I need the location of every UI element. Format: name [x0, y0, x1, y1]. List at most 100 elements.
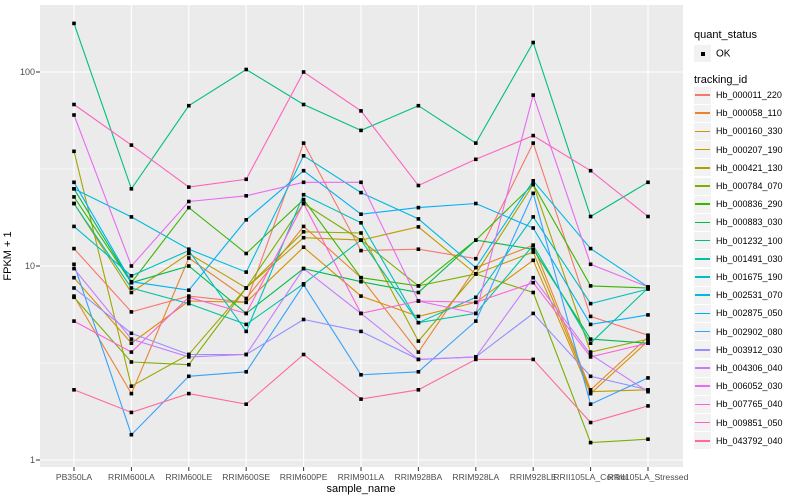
- data-point: [187, 352, 191, 357]
- data-point: [474, 295, 478, 300]
- data-point: [531, 311, 535, 316]
- x-tick-label: RRIM600PE: [279, 472, 328, 482]
- data-point: [646, 285, 650, 289]
- legend-key-Hb_001232_100: [694, 232, 711, 250]
- data-point: [531, 179, 535, 183]
- data-point: [129, 279, 134, 284]
- data-point: [588, 246, 593, 251]
- data-point: [588, 262, 593, 267]
- legend-label-Hb_000836_290: Hb_000836_290: [716, 199, 783, 210]
- data-point: [301, 70, 306, 74]
- data-point: [646, 180, 650, 185]
- legend-key-Hb_007765_040: [694, 395, 711, 413]
- data-point: [531, 191, 535, 196]
- data-point: [301, 102, 306, 107]
- data-point: [359, 212, 363, 216]
- data-point: [531, 250, 535, 254]
- data-point: [416, 217, 421, 221]
- data-point: [129, 286, 134, 290]
- data-point: [301, 245, 306, 249]
- legend-key-Hb_000058_110: [694, 104, 711, 122]
- legend-line-swatch: [695, 258, 710, 260]
- data-point: [72, 262, 76, 267]
- data-point: [359, 109, 363, 113]
- legend-line-swatch: [695, 403, 710, 406]
- legend-key-Hb_003912_030: [694, 341, 711, 359]
- legend-label-Hb_001232_100: Hb_001232_100: [716, 235, 783, 246]
- data-point: [359, 397, 363, 401]
- x-tick-label: RRII105LA_Control: [553, 472, 628, 482]
- legend-label-Hb_000207_190: Hb_000207_190: [716, 144, 783, 155]
- data-point: [187, 391, 191, 396]
- data-point: [646, 313, 650, 317]
- data-point: [244, 177, 248, 182]
- data-point: [416, 339, 421, 343]
- legend-label-Hb_001675_190: Hb_001675_190: [716, 272, 783, 282]
- data-point: [474, 265, 478, 270]
- data-point: [72, 201, 76, 206]
- data-point: [474, 357, 478, 362]
- y-tick-label: 10: [24, 261, 35, 271]
- legend-line-swatch: [695, 294, 710, 296]
- legend-line-swatch: [695, 148, 710, 151]
- data-point: [588, 322, 593, 327]
- legend-key-Hb_001675_190: [694, 268, 711, 286]
- legend-line-swatch: [695, 239, 710, 242]
- data-point: [359, 373, 363, 377]
- data-point: [588, 389, 593, 394]
- data-point: [244, 322, 248, 327]
- data-point: [588, 440, 593, 445]
- data-point: [359, 248, 363, 253]
- data-point: [531, 133, 535, 138]
- data-point: [588, 341, 593, 345]
- x-tick-label: RRIM928LA: [452, 472, 500, 482]
- data-point: [531, 93, 535, 97]
- data-point: [187, 301, 191, 306]
- data-point: [646, 339, 650, 343]
- data-point: [187, 251, 191, 256]
- legend-key-Hb_000883_030: [694, 213, 711, 231]
- legend-key-Hb_002902_080: [694, 323, 711, 341]
- data-point: [129, 432, 134, 437]
- legend-label-Hb_007765_040: Hb_007765_040: [716, 399, 783, 410]
- data-point: [416, 183, 421, 188]
- x-tick-label: RRII105LA_Stressed: [607, 472, 689, 482]
- data-point: [244, 286, 248, 290]
- data-point: [72, 246, 76, 251]
- data-point: [359, 180, 363, 185]
- legend-key-Hb_004306_040: [694, 359, 711, 377]
- legend-line-swatch: [695, 385, 710, 387]
- data-point: [646, 287, 650, 291]
- legend-line-swatch: [695, 167, 710, 169]
- data-point: [416, 284, 421, 288]
- data-point: [416, 299, 421, 303]
- legend-label-Hb_006052_030: Hb_006052_030: [716, 381, 783, 392]
- data-point: [531, 226, 535, 230]
- data-point: [72, 266, 76, 271]
- data-point: [72, 286, 76, 290]
- legend-key-quant-status-ok: [694, 45, 711, 62]
- data-point: [301, 154, 306, 158]
- legend-key-Hb_000421_130: [694, 159, 711, 177]
- data-point: [531, 280, 535, 285]
- data-point: [416, 205, 421, 210]
- data-point: [129, 350, 134, 354]
- legend-label-Hb_009851_050: Hb_009851_050: [716, 417, 783, 428]
- data-point: [416, 290, 421, 295]
- data-point: [72, 319, 76, 323]
- legend-line-swatch: [695, 349, 710, 351]
- data-point: [531, 141, 535, 145]
- data-point: [416, 357, 421, 362]
- legend-label-Hb_002531_070: Hb_002531_070: [716, 290, 783, 301]
- x-tick-label: RRIM928LE: [509, 472, 557, 482]
- data-point: [474, 157, 478, 162]
- data-point: [646, 335, 650, 339]
- y-axis-title: FPKM + 1: [2, 231, 14, 281]
- data-point: [588, 284, 593, 288]
- data-point: [244, 370, 248, 374]
- data-point: [301, 317, 306, 322]
- legend-line-swatch: [695, 330, 710, 333]
- data-point: [416, 350, 421, 354]
- data-point: [244, 402, 248, 406]
